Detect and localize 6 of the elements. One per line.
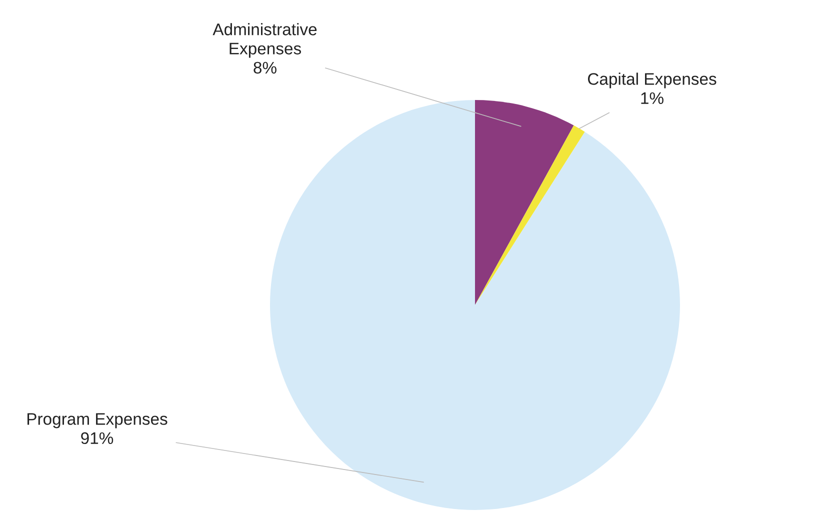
data-label: 8% <box>254 62 276 74</box>
slice-label: Program Expenses <box>28 413 168 428</box>
data-label: 1% <box>641 92 664 104</box>
data-label: 91% <box>81 432 114 444</box>
slice-label: Administrative Expenses <box>212 23 317 58</box>
slice-label: Capital Expenses <box>588 72 716 88</box>
